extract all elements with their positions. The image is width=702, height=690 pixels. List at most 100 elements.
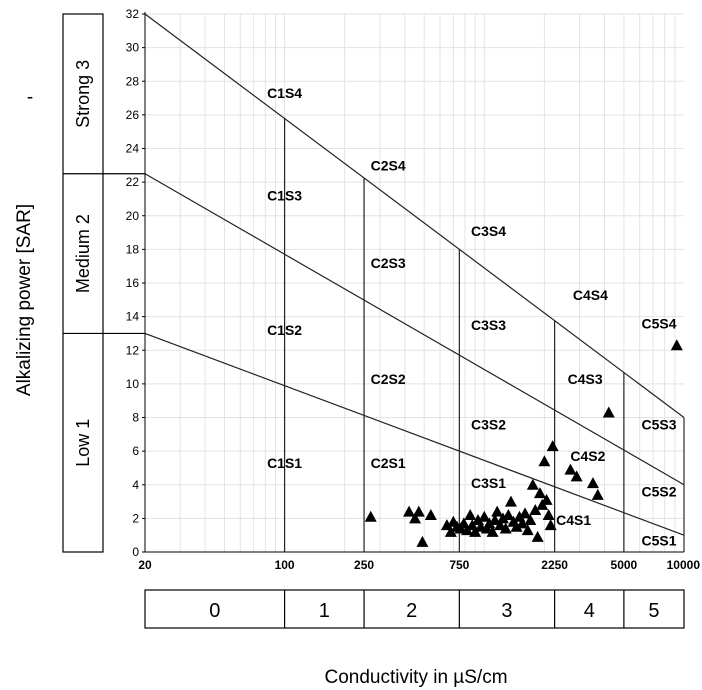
x-tick-label: 250 bbox=[354, 558, 374, 572]
zone-label: C3S2 bbox=[471, 416, 506, 432]
y-tick-label: 2 bbox=[132, 511, 139, 525]
zone-label: C5S4 bbox=[642, 315, 677, 331]
y-tick-label: 30 bbox=[126, 41, 140, 55]
data-point bbox=[510, 520, 523, 532]
sodium-band-label: Low 1 bbox=[73, 419, 93, 467]
zone-label: C4S3 bbox=[568, 371, 603, 387]
zone-label: C2S3 bbox=[371, 255, 406, 271]
data-point bbox=[529, 503, 542, 515]
data-point bbox=[586, 477, 599, 489]
sodium-band-label: Strong 3 bbox=[73, 60, 93, 128]
data-point bbox=[526, 478, 539, 490]
salinity-class-label: 4 bbox=[584, 600, 595, 622]
zone-label: C2S1 bbox=[371, 455, 406, 471]
salinity-class-label: 1 bbox=[319, 600, 330, 622]
y-tick-label: 6 bbox=[132, 444, 139, 458]
y-tick-label: 22 bbox=[126, 175, 140, 189]
x-tick-label: 5000 bbox=[611, 558, 638, 572]
data-point bbox=[464, 509, 477, 521]
zone-label: C5S1 bbox=[642, 532, 677, 548]
data-point bbox=[496, 512, 509, 524]
y-tick-label: 0 bbox=[132, 545, 139, 559]
data-point bbox=[538, 455, 551, 467]
zone-label: C1S2 bbox=[267, 322, 302, 338]
zone-label: C4S2 bbox=[570, 448, 605, 464]
salinity-class-label: 2 bbox=[406, 600, 417, 622]
data-point bbox=[478, 510, 491, 522]
zone-label: C2S2 bbox=[371, 371, 406, 387]
boundary-line bbox=[144, 13, 685, 418]
data-point bbox=[499, 522, 512, 534]
data-point bbox=[491, 505, 504, 517]
y-tick-label: 18 bbox=[126, 242, 140, 256]
x-tick-label: 10000 bbox=[667, 558, 701, 572]
zone-label: C3S3 bbox=[471, 317, 506, 333]
data-point bbox=[670, 339, 683, 351]
data-point bbox=[416, 535, 429, 547]
data-point bbox=[424, 509, 437, 521]
y-tick-label: 32 bbox=[126, 7, 140, 21]
y-tick-label: 24 bbox=[126, 142, 140, 156]
y-axis-label-suffix: - bbox=[27, 87, 33, 108]
zone-labels: C1S4 C1S3 C1S2 C1S1 C2S4 C2S3 C2S2 C2S1 C3S4 C3S3… bbox=[267, 85, 677, 548]
y-tick-label: 4 bbox=[132, 478, 139, 492]
x-tick-label: 100 bbox=[275, 558, 295, 572]
y-tick-label: 10 bbox=[126, 377, 140, 391]
data-point bbox=[516, 517, 529, 529]
grid-lines bbox=[145, 13, 684, 553]
data-point bbox=[521, 524, 534, 536]
zone-label: C1S3 bbox=[267, 188, 302, 204]
axes bbox=[144, 12, 685, 553]
data-point bbox=[540, 493, 553, 505]
x-tick-labels: 20 100 250 750 2250 5000 10000 bbox=[138, 558, 700, 572]
data-point bbox=[519, 507, 532, 519]
salinity-class-label: 3 bbox=[501, 600, 512, 622]
boundary-line bbox=[144, 332, 685, 536]
y-tick-label: 14 bbox=[126, 310, 140, 324]
y-tick-label: 26 bbox=[126, 108, 140, 122]
data-point bbox=[504, 495, 517, 507]
zone-label: C4S4 bbox=[573, 287, 608, 303]
y-axis-label: Alkalizing power [SAR] bbox=[14, 204, 35, 396]
data-points bbox=[364, 339, 683, 547]
y-tick-label: 20 bbox=[126, 209, 140, 223]
sodium-band-column: Low 1 Medium 2 Strong 3 bbox=[62, 13, 145, 553]
data-point bbox=[440, 519, 453, 531]
zone-label: C4S1 bbox=[556, 512, 591, 528]
data-point bbox=[412, 505, 425, 517]
data-point bbox=[486, 525, 499, 537]
data-point bbox=[570, 470, 583, 482]
sodium-band-label: Medium 2 bbox=[73, 214, 93, 293]
data-point bbox=[524, 514, 537, 526]
salinity-class-label: 0 bbox=[209, 600, 220, 622]
sodium-boundaries bbox=[144, 13, 685, 536]
data-point bbox=[533, 487, 546, 499]
zone-label: C1S4 bbox=[267, 85, 302, 101]
salinity-class-row: 0 1 2 3 4 5 bbox=[144, 589, 685, 629]
salinity-class-label: 5 bbox=[648, 600, 659, 622]
boundary-line bbox=[144, 173, 685, 486]
data-point bbox=[602, 406, 615, 418]
data-point bbox=[403, 505, 416, 517]
y-tick-label: 8 bbox=[132, 411, 139, 425]
class-row-frame bbox=[144, 589, 685, 629]
y-tick-label: 12 bbox=[126, 343, 140, 357]
zone-label: C2S4 bbox=[371, 157, 406, 173]
zone-label: C5S3 bbox=[642, 416, 677, 432]
y-tick-label: 16 bbox=[126, 276, 140, 290]
data-point bbox=[531, 530, 544, 542]
data-point bbox=[364, 510, 377, 522]
data-point bbox=[409, 512, 422, 524]
band-column-frame bbox=[62, 13, 104, 553]
zone-label: C3S1 bbox=[471, 475, 506, 491]
data-point bbox=[544, 519, 557, 531]
x-tick-label: 20 bbox=[138, 558, 152, 572]
data-point bbox=[591, 488, 604, 500]
zone-label: C3S4 bbox=[471, 223, 506, 239]
data-point bbox=[483, 517, 496, 529]
x-tick-label: 2250 bbox=[541, 558, 568, 572]
x-tick-label: 750 bbox=[449, 558, 469, 572]
data-point bbox=[546, 440, 559, 452]
